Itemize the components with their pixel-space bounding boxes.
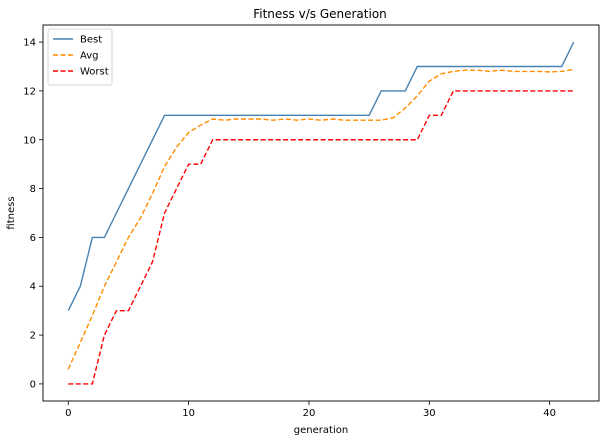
- x-tick-label: 40: [543, 408, 556, 419]
- legend-label-best: Best: [80, 35, 102, 46]
- series-line-worst: [68, 90, 574, 385]
- y-tick-label: 12: [23, 86, 36, 97]
- y-tick-label: 14: [23, 38, 36, 49]
- legend: Best Avg Worst: [47, 28, 113, 86]
- x-tick-label: 30: [423, 408, 436, 419]
- x-axis: 0 10 20 30 40: [65, 401, 556, 419]
- y-tick-label: 6: [30, 233, 36, 244]
- x-tick-label: 20: [303, 408, 316, 419]
- y-tick-label: 2: [30, 331, 36, 342]
- y-tick-label: 8: [30, 184, 36, 195]
- series-line-best: [67, 41, 575, 311]
- y-tick-label: 4: [30, 282, 36, 293]
- x-tick-label: 0: [65, 408, 71, 419]
- y-tick-label: 0: [30, 379, 36, 390]
- y-axis: 0 2 4 6 8 10 12 14: [23, 38, 43, 390]
- legend-label-worst: Worst: [80, 67, 109, 78]
- x-tick-label: 10: [182, 408, 195, 419]
- x-axis-label: generation: [294, 425, 348, 436]
- y-axis-label: fitness: [6, 196, 17, 229]
- legend-label-avg: Avg: [80, 51, 99, 62]
- y-tick-label: 10: [23, 135, 36, 146]
- series-layer: [67, 41, 575, 385]
- plot-area-frame: [42, 24, 600, 402]
- series-line-avg: [67, 68, 574, 370]
- chart-title: Fitness v/s Generation: [253, 7, 387, 21]
